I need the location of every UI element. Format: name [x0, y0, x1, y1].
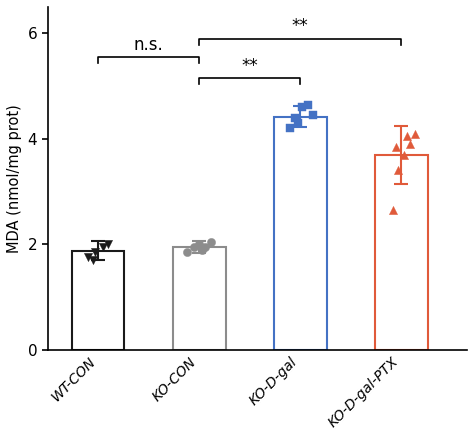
Point — [390, 206, 397, 213]
Point — [90, 257, 97, 264]
Point — [104, 241, 112, 248]
Point — [410, 130, 418, 137]
Point — [394, 167, 402, 174]
Bar — [375, 155, 428, 350]
Point — [183, 249, 191, 256]
Point — [310, 111, 317, 118]
Point — [208, 238, 215, 245]
Point — [392, 143, 400, 150]
Y-axis label: MDA (nmol/mg prot): MDA (nmol/mg prot) — [7, 104, 22, 253]
Bar — [72, 250, 125, 350]
Point — [294, 119, 302, 126]
Point — [201, 243, 209, 250]
Point — [195, 241, 203, 248]
Point — [299, 104, 306, 111]
Point — [199, 246, 206, 253]
Point — [286, 125, 294, 132]
Text: **: ** — [292, 17, 309, 35]
Text: n.s.: n.s. — [134, 36, 164, 54]
Point — [407, 141, 414, 148]
Point — [401, 151, 408, 158]
Text: **: ** — [241, 57, 258, 75]
Point — [191, 243, 198, 250]
Point — [84, 254, 92, 261]
Point — [100, 243, 107, 250]
Point — [404, 133, 411, 140]
Point — [91, 249, 99, 256]
Point — [292, 114, 299, 121]
Bar — [173, 247, 226, 350]
Point — [305, 101, 312, 108]
Bar — [274, 117, 327, 350]
